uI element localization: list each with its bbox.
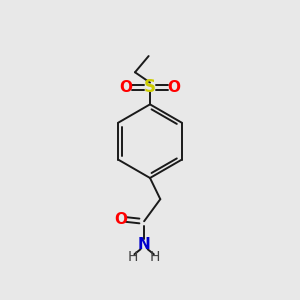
Text: S: S — [144, 78, 156, 96]
Text: H: H — [128, 250, 138, 264]
Text: N: N — [138, 237, 151, 252]
Text: H: H — [150, 250, 160, 264]
Text: O: O — [119, 80, 132, 95]
Text: O: O — [168, 80, 181, 95]
Text: O: O — [114, 212, 127, 227]
